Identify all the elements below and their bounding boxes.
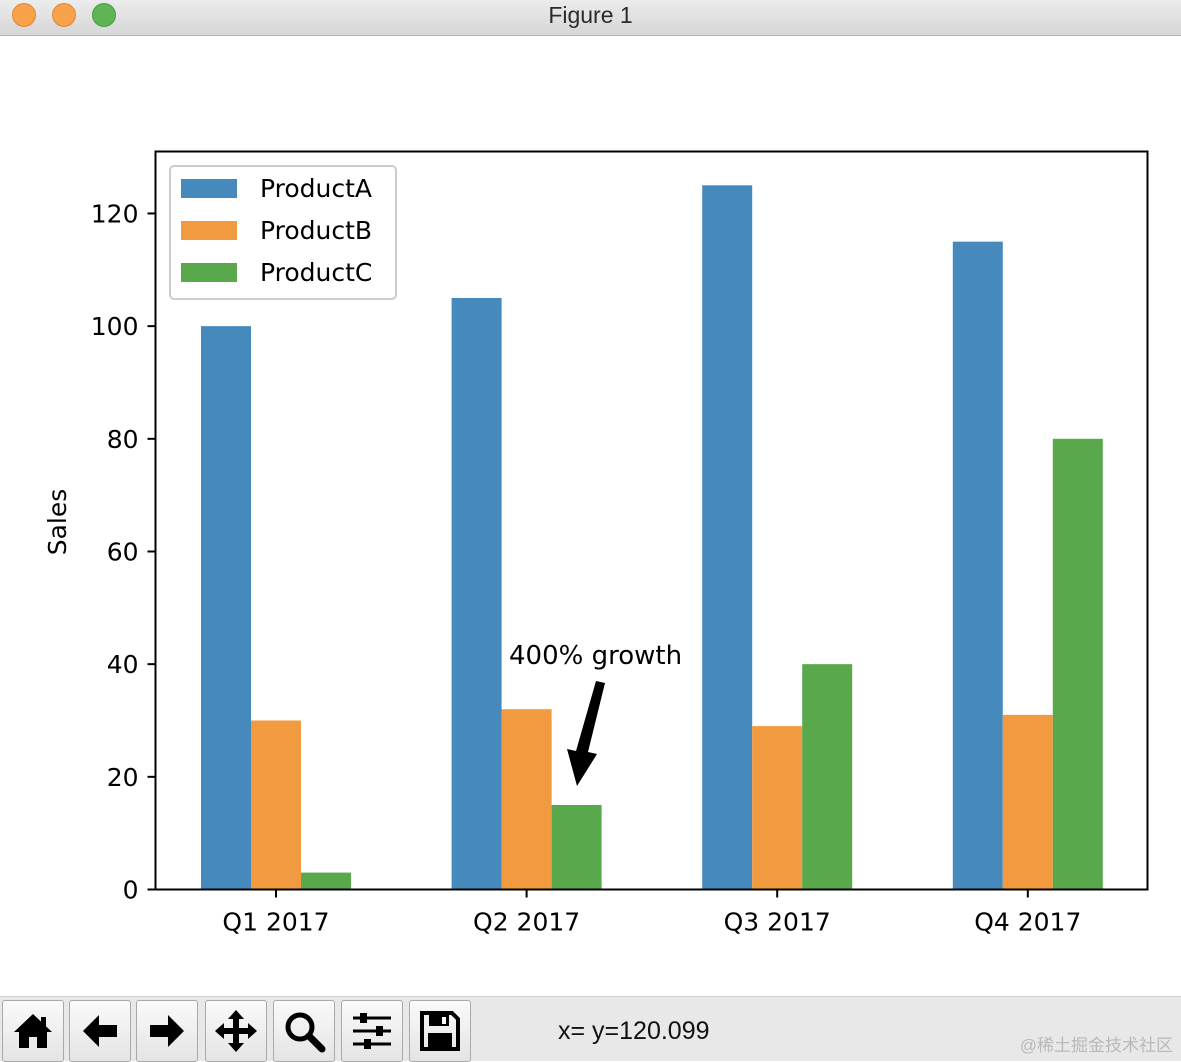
bar-productb-1 bbox=[501, 709, 552, 890]
minimize-window-button[interactable] bbox=[52, 3, 76, 27]
y-tick-label: 80 bbox=[107, 425, 139, 454]
bar-productc-1 bbox=[551, 804, 602, 890]
watermark-text: @稀土掘金技术社区 bbox=[1019, 1036, 1173, 1055]
save-button[interactable] bbox=[409, 1000, 471, 1062]
coordinates-readout: x= y=120.099 bbox=[558, 1017, 710, 1045]
legend-swatch-producta bbox=[181, 179, 237, 198]
bar-producta-2 bbox=[702, 185, 753, 890]
figure-canvas[interactable]: 0 20 40 60 80 100 120 Q1 2017 Q2 2017 Q3 2017 Q4 … bbox=[0, 36, 1181, 996]
y-axis-label: Sales bbox=[43, 489, 72, 556]
magnifier-icon bbox=[285, 1012, 326, 1053]
y-axis: 0 20 40 60 80 100 120 bbox=[91, 199, 156, 905]
navigation-toolbar: x= y=120.099 @稀土掘金技术社区 bbox=[0, 996, 1181, 1062]
home-icon bbox=[14, 1014, 52, 1048]
bar-producta-1 bbox=[451, 297, 502, 890]
bars-layer bbox=[201, 185, 1103, 890]
x-tick-label: Q3 2017 bbox=[724, 908, 831, 937]
annotation-arrow bbox=[567, 681, 605, 786]
bar-producta-0 bbox=[201, 326, 251, 890]
x-tick-label: Q2 2017 bbox=[473, 908, 580, 937]
legend-swatch-productb bbox=[181, 221, 237, 240]
bar-productb-2 bbox=[752, 726, 803, 890]
legend-label-productc: ProductC bbox=[260, 258, 372, 287]
zoom-button[interactable] bbox=[273, 1000, 335, 1062]
y-tick-label: 100 bbox=[91, 312, 139, 341]
y-tick-label: 120 bbox=[91, 199, 139, 228]
bar-productb-0 bbox=[251, 720, 301, 890]
home-button[interactable] bbox=[2, 1000, 64, 1062]
zoom-window-button[interactable] bbox=[92, 3, 116, 27]
window-titlebar: Figure 1 bbox=[0, 0, 1181, 36]
bar-producta-3 bbox=[952, 241, 1003, 890]
y-tick-label: 0 bbox=[123, 876, 139, 905]
x-tick-label: Q1 2017 bbox=[222, 908, 329, 937]
legend: ProductA ProductB ProductC bbox=[169, 165, 397, 300]
back-button[interactable] bbox=[69, 1000, 131, 1062]
bar-chart: 0 20 40 60 80 100 120 Q1 2017 Q2 2017 Q3 2017 Q4 … bbox=[43, 150, 1149, 937]
pan-button[interactable] bbox=[205, 1000, 267, 1062]
y-tick-label: 20 bbox=[107, 763, 139, 792]
bar-productc-2 bbox=[802, 664, 853, 890]
configure-subplots-button[interactable] bbox=[341, 1000, 403, 1062]
annotation-text: 400% growth bbox=[509, 641, 682, 671]
legend-swatch-productc bbox=[181, 263, 237, 282]
floppy-disk-icon bbox=[420, 1011, 460, 1051]
arrow-right-icon bbox=[150, 1015, 184, 1047]
forward-button[interactable] bbox=[136, 1000, 198, 1062]
y-tick-label: 60 bbox=[107, 537, 139, 566]
annotation: 400% growth bbox=[509, 641, 682, 786]
bar-productc-3 bbox=[1052, 438, 1103, 890]
x-tick-label: Q4 2017 bbox=[974, 908, 1081, 937]
legend-label-productb: ProductB bbox=[260, 216, 372, 245]
x-axis: Q1 2017 Q2 2017 Q3 2017 Q4 2017 bbox=[222, 889, 1081, 937]
sliders-icon bbox=[353, 1013, 391, 1049]
bar-productb-3 bbox=[1002, 714, 1053, 890]
bar-productc-0 bbox=[301, 872, 351, 890]
close-window-button[interactable] bbox=[12, 3, 36, 27]
arrow-left-icon bbox=[83, 1015, 117, 1047]
y-tick-label: 40 bbox=[107, 650, 139, 679]
plot-area-frame bbox=[154, 150, 1149, 891]
legend-label-producta: ProductA bbox=[260, 174, 372, 203]
move-icon bbox=[215, 1010, 257, 1052]
window-title: Figure 1 bbox=[548, 2, 633, 28]
